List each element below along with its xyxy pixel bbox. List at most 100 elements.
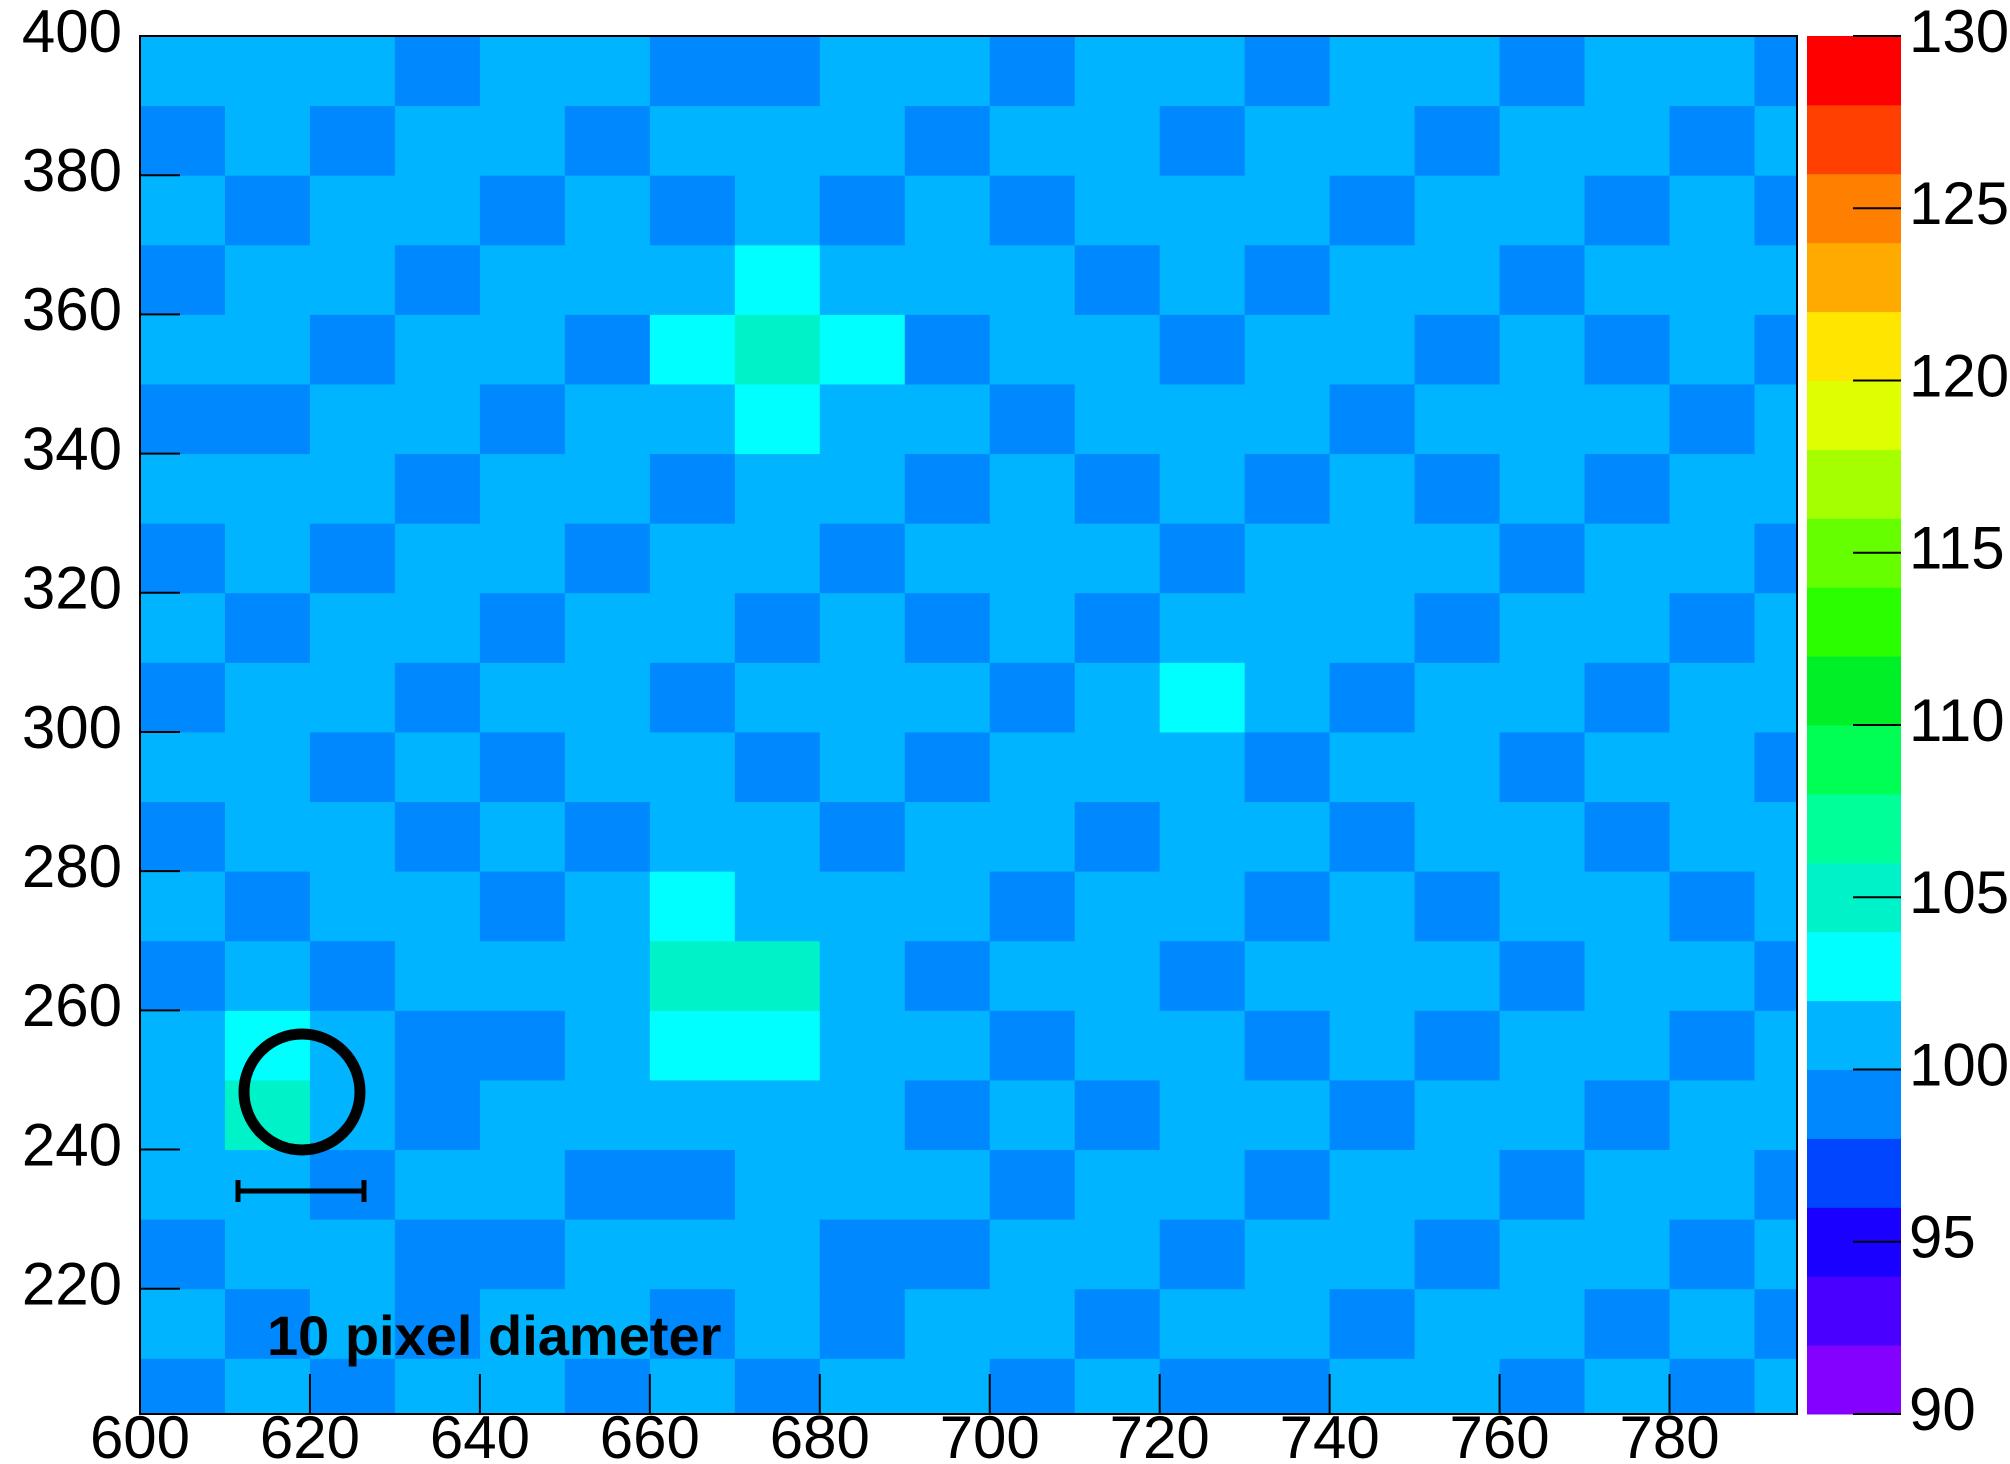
heat-cell: [564, 1219, 651, 1290]
heat-cell: [649, 871, 736, 942]
heat-cell: [479, 1358, 566, 1415]
heat-cell: [819, 453, 906, 524]
heat-cell: [1329, 383, 1416, 455]
heat-cell: [1244, 523, 1331, 594]
heat-cell: [904, 383, 991, 455]
heat-cell: [649, 453, 736, 524]
heat-cell: [1414, 383, 1501, 455]
heat-cell: [1669, 871, 1756, 942]
heat-cell: [1244, 36, 1331, 107]
heat-cell: [564, 314, 651, 385]
heat-cell: [1584, 801, 1671, 872]
heat-cell: [649, 36, 736, 107]
heat-cell: [904, 801, 991, 872]
heat-cell: [649, 244, 736, 315]
heat-cell: [1584, 871, 1671, 942]
heat-cell: [1754, 1010, 1798, 1081]
heat-cell: [734, 383, 821, 455]
heat-cell: [140, 1219, 226, 1290]
heat-cell: [309, 1149, 396, 1220]
heat-cell: [734, 523, 821, 594]
heat-cell: [394, 662, 481, 733]
x-tick-label: 640: [430, 1404, 530, 1464]
heat-cell: [1499, 1219, 1586, 1290]
heat-cell: [819, 175, 906, 246]
heat-cell: [1414, 940, 1501, 1011]
heat-cell: [140, 871, 226, 942]
heat-cell: [1074, 1010, 1161, 1081]
heat-cell: [224, 801, 311, 872]
heat-cell: [1159, 662, 1246, 733]
heat-cell: [564, 592, 651, 663]
heat-cell: [649, 523, 736, 594]
heat-cell: [1414, 1149, 1501, 1220]
heat-cell: [309, 36, 396, 107]
heat-cell: [394, 1219, 481, 1290]
aperture-circle: [238, 1028, 366, 1156]
heat-cell: [904, 662, 991, 733]
heat-cell: [1159, 1010, 1246, 1081]
heat-cell: [1159, 1288, 1246, 1359]
heat-cell: [1499, 523, 1586, 594]
heat-cell: [1669, 940, 1756, 1011]
heat-cell: [394, 871, 481, 942]
heat-cell: [649, 105, 736, 176]
heat-cell: [564, 1149, 651, 1220]
heat-cell: [1414, 1288, 1501, 1359]
heat-cell: [904, 314, 991, 385]
heat-cell: [1244, 871, 1331, 942]
heat-cell: [1414, 175, 1501, 246]
heat-cell: [1414, 244, 1501, 315]
heat-cell: [904, 36, 991, 107]
heat-cell: [224, 175, 311, 246]
heat-cell: [1584, 1010, 1671, 1081]
heat-cell: [1669, 383, 1756, 455]
heat-cell: [1159, 244, 1246, 315]
heat-cell: [1244, 801, 1331, 872]
heat-cell: [309, 523, 396, 594]
heat-cell: [564, 105, 651, 176]
heat-cell: [904, 871, 991, 942]
heat-cell: [309, 383, 396, 455]
heat-cell: [309, 453, 396, 524]
heat-cell: [1754, 940, 1798, 1011]
heat-cell: [1584, 731, 1671, 803]
heat-cell: [1499, 662, 1586, 733]
colorbar-band: [1807, 656, 1901, 726]
heat-cell: [564, 871, 651, 942]
heat-cell: [1754, 1219, 1798, 1290]
heat-cell: [1074, 36, 1161, 107]
heat-cell: [140, 1288, 226, 1359]
heat-cell: [734, 175, 821, 246]
heat-cell: [819, 801, 906, 872]
heat-cell: [394, 801, 481, 872]
heat-cell: [1074, 1219, 1161, 1290]
heat-cell: [649, 1288, 736, 1359]
heat-cell: [564, 383, 651, 455]
heat-cell: [479, 453, 566, 524]
x-tick-label: 740: [1280, 1404, 1380, 1464]
heat-cell: [734, 592, 821, 663]
scale-bar: [235, 1180, 367, 1202]
heat-cell: [140, 36, 226, 107]
heat-cell: [1754, 801, 1798, 872]
heat-cell: [1074, 1079, 1161, 1151]
y-tick-label: 260: [22, 972, 122, 1039]
heat-cell: [819, 1149, 906, 1220]
heat-cell: [1159, 1219, 1246, 1290]
heat-cell: [1244, 453, 1331, 524]
heat-cell: [479, 1149, 566, 1220]
heat-cell: [479, 1288, 566, 1359]
heat-cell: [140, 314, 226, 385]
heat-cell: [989, 523, 1076, 594]
heat-cell: [1159, 871, 1246, 942]
heat-cell: [1329, 314, 1416, 385]
heat-cell: [394, 36, 481, 107]
colorbar-band: [1807, 380, 1901, 450]
heat-cell: [140, 1358, 226, 1415]
heat-cell: [734, 314, 821, 385]
heat-cell: [140, 1079, 226, 1151]
heat-cell: [649, 383, 736, 455]
heat-cell: [479, 871, 566, 942]
